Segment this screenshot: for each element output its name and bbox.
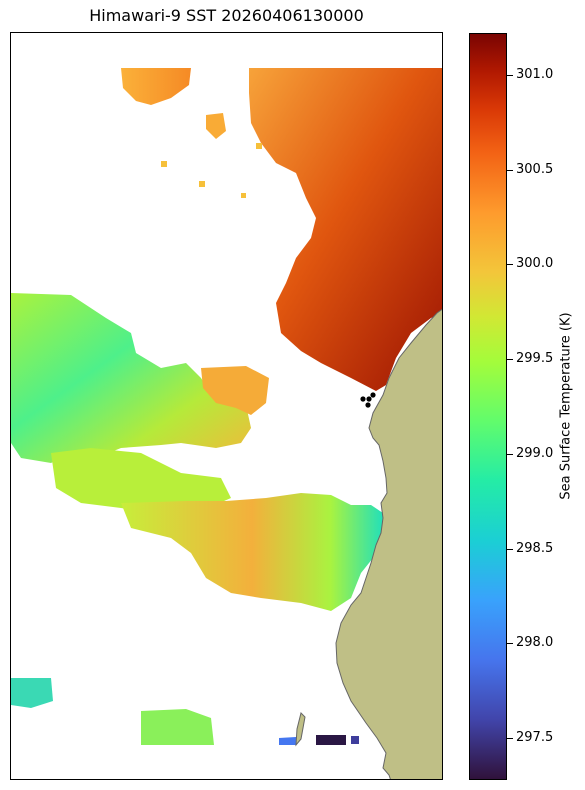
colorbar-tick <box>507 169 513 171</box>
central-sst-patch <box>201 366 269 415</box>
colorbar-tick <box>507 359 513 361</box>
sst-map <box>11 68 442 779</box>
central-sst-region <box>11 293 251 463</box>
colorbar-tick <box>507 74 513 76</box>
map-title: Himawari-9 SST 20260406130000 <box>89 6 364 25</box>
colorbar-tick <box>507 738 513 740</box>
station-marker <box>360 396 366 402</box>
colorbar-tick-label: 300.0 <box>516 256 554 272</box>
north-sst-dots <box>161 143 262 198</box>
warm-sst-region <box>249 68 442 391</box>
map-panel <box>10 32 443 780</box>
colorbar <box>469 33 507 780</box>
station-marker <box>366 396 372 402</box>
colorbar-tick <box>507 264 513 266</box>
station-marker <box>365 402 371 408</box>
colorbar-tick-label: 300.5 <box>516 161 554 177</box>
colorbar-tick <box>507 643 513 645</box>
colorbar-tick-label: 299.5 <box>516 351 554 367</box>
colorbar-tick-label: 301.0 <box>516 66 554 82</box>
mid-sst-band <box>51 448 231 513</box>
cold-sst-strip <box>279 737 296 745</box>
north-sst-patch <box>206 113 226 139</box>
coastal-island <box>295 712 306 747</box>
colorbar-tick-label: 298.0 <box>516 635 554 651</box>
southern-sst-band <box>121 493 383 611</box>
colorbar-tick <box>507 453 513 455</box>
colorbar-tick-label: 297.5 <box>516 730 554 746</box>
colorbar-label: Sea Surface Temperature (K) <box>558 312 574 500</box>
north-sst-strip <box>121 68 191 105</box>
land-mass <box>335 308 442 779</box>
colorbar-tick-label: 298.5 <box>516 540 554 556</box>
colorbar-tick <box>507 548 513 550</box>
colorbar-tick-label: 299.0 <box>516 445 554 461</box>
station-marker <box>370 392 376 398</box>
cold-sst-dot <box>351 736 359 744</box>
very-cold-sst-strip <box>316 735 346 745</box>
south-sst-patch <box>141 709 214 745</box>
southwest-sst-patch <box>11 678 53 708</box>
